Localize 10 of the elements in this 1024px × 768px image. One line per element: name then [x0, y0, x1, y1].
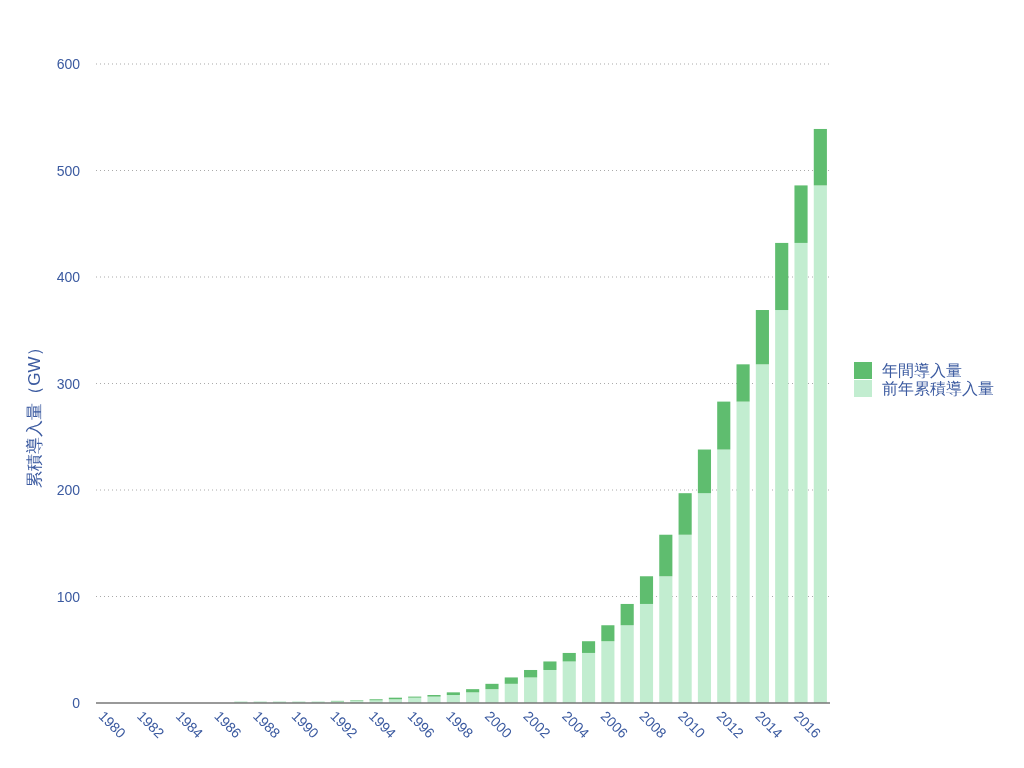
- y-tick-label: 200: [56, 482, 81, 498]
- y-tick-label: 500: [56, 162, 81, 179]
- y-axis-title: 累積導入量（GW）: [25, 339, 44, 488]
- legend-label: 前年累積導入量: [882, 380, 994, 397]
- y-tick-label: 400: [56, 269, 81, 285]
- y-tick-label: 0: [72, 695, 81, 711]
- legend-label: 年間導入量: [882, 362, 962, 379]
- y-tick-label: 600: [56, 56, 81, 72]
- y-tick-label: 300: [56, 375, 81, 392]
- y-tick-label: 100: [56, 588, 81, 605]
